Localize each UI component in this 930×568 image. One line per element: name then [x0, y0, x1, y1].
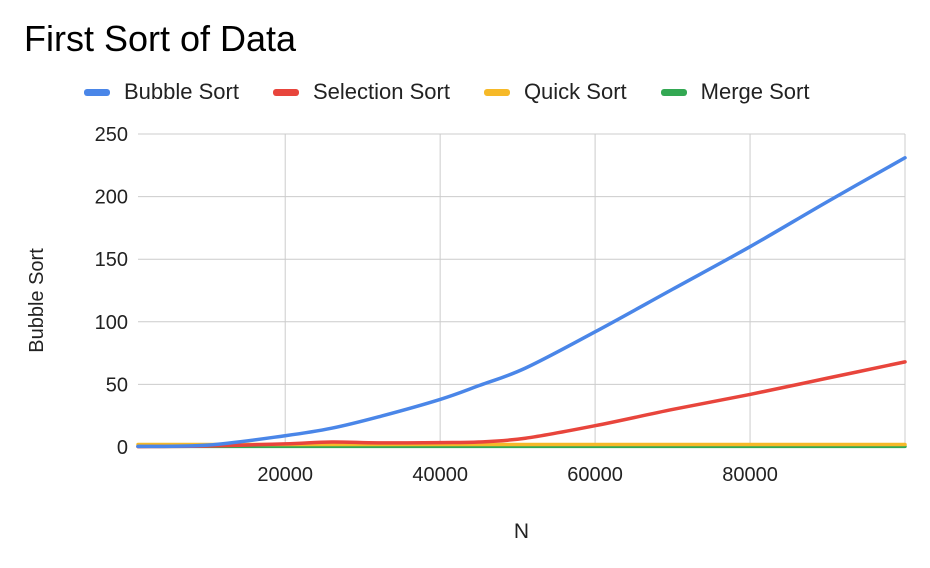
legend-item-quick-sort[interactable]: Quick Sort [483, 79, 627, 105]
series-line-bubble-sort [136, 156, 907, 449]
legend-label-bubble-sort: Bubble Sort [124, 79, 239, 104]
legend-swatch-merge-sort [660, 88, 687, 96]
legend-item-merge-sort[interactable]: Merge Sort [660, 79, 810, 105]
chart-title: First Sort of Data [24, 18, 297, 59]
legend-label-quick-sort: Quick Sort [523, 79, 627, 104]
legend-label-merge-sort: Merge Sort [700, 79, 810, 104]
legend-swatch-bubble-sort [84, 88, 110, 96]
x-tick-label: 40000 [412, 464, 468, 486]
legend-swatch-quick-sort [483, 88, 510, 96]
y-tick-label: 0 [117, 437, 128, 459]
y-tick-label: 100 [95, 312, 128, 334]
y-tick-label: 250 [95, 124, 128, 146]
legend-item-bubble-sort[interactable]: Bubble Sort [84, 79, 239, 105]
y-tick-label: 150 [95, 249, 128, 271]
legend-label-selection-sort: Selection Sort [312, 79, 450, 104]
x-tick-label: 60000 [567, 464, 623, 486]
series-line-selection-sort [136, 360, 907, 449]
chart-legend: Bubble Sort Selection Sort Quick Sort Me… [84, 79, 843, 105]
y-tick-label: 200 [95, 187, 128, 209]
legend-swatch-selection-sort [272, 88, 299, 96]
legend-item-selection-sort[interactable]: Selection Sort [272, 79, 450, 105]
y-tick-label: 50 [106, 374, 128, 396]
x-tick-label: 20000 [257, 464, 313, 486]
y-axis-label: Bubble Sort [26, 248, 48, 353]
x-axis-label: N [514, 520, 529, 543]
x-tick-label: 80000 [722, 464, 778, 486]
